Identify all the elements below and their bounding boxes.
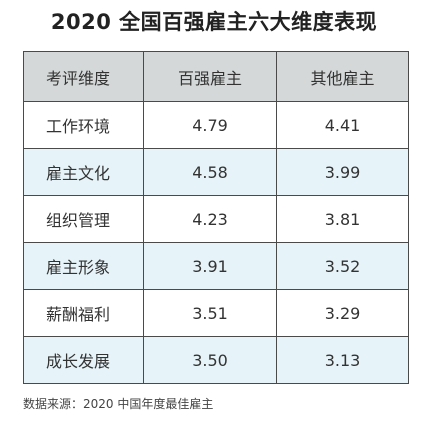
- row-top100-value: 3.50: [143, 336, 277, 384]
- row-dimension-label: 雇主文化: [23, 148, 144, 196]
- row-others-value: 3.99: [276, 148, 409, 196]
- row-top100-value: 4.58: [143, 148, 277, 196]
- chart-title: 2020 全国百强雇主六大维度表现: [50, 10, 378, 34]
- row-dimension-label: 薪酬福利: [23, 289, 144, 337]
- table-row: 薪酬福利 3.51 3.29: [23, 289, 409, 337]
- column-header-others: 其他雇主: [276, 51, 409, 102]
- table-row: 雇主形象 3.91 3.52: [23, 242, 409, 290]
- row-others-value: 4.41: [276, 101, 409, 149]
- table-row: 组织管理 4.23 3.81: [23, 195, 409, 243]
- data-source-note: 数据来源：2020 中国年度最佳雇主: [23, 397, 214, 411]
- row-dimension-label: 组织管理: [23, 195, 144, 243]
- table-row: 成长发展 3.50 3.13: [23, 336, 409, 384]
- dimension-table: 考评维度 百强雇主 其他雇主 工作环境 4.79 4.41 雇主文化 4.58 …: [23, 51, 409, 384]
- row-top100-value: 3.51: [143, 289, 277, 337]
- row-dimension-label: 工作环境: [23, 101, 144, 149]
- row-dimension-label: 雇主形象: [23, 242, 144, 290]
- row-top100-value: 4.79: [143, 101, 277, 149]
- row-dimension-label: 成长发展: [23, 336, 144, 384]
- table-row: 工作环境 4.79 4.41: [23, 101, 409, 149]
- row-others-value: 3.13: [276, 336, 409, 384]
- row-others-value: 3.81: [276, 195, 409, 243]
- column-header-top100: 百强雇主: [143, 51, 277, 102]
- column-header-dimension: 考评维度: [23, 51, 144, 102]
- table-row: 雇主文化 4.58 3.99: [23, 148, 409, 196]
- row-others-value: 3.52: [276, 242, 409, 290]
- row-others-value: 3.29: [276, 289, 409, 337]
- table-header-row: 考评维度 百强雇主 其他雇主: [23, 51, 409, 102]
- row-top100-value: 4.23: [143, 195, 277, 243]
- row-top100-value: 3.91: [143, 242, 277, 290]
